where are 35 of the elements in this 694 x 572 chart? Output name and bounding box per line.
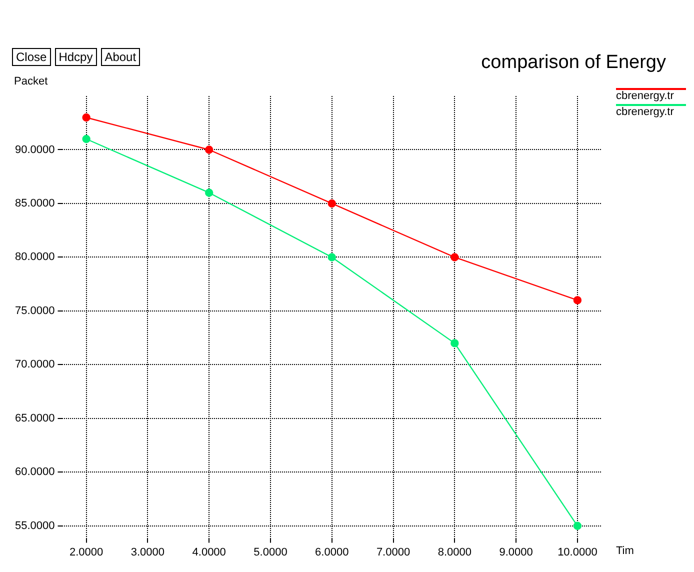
chart-title: comparison of Energy bbox=[481, 52, 666, 74]
x-tick-label: 4.0000 bbox=[192, 546, 226, 558]
point bbox=[205, 146, 214, 154]
point bbox=[450, 253, 459, 262]
y-tick-label: 90.0000 bbox=[14, 144, 55, 156]
y-tick-label: 85.0000 bbox=[14, 198, 55, 210]
text: Close bbox=[12, 48, 51, 66]
x-tick-label: 9.0000 bbox=[499, 546, 533, 558]
text: About bbox=[100, 48, 140, 66]
y-tick-label: 60.0000 bbox=[14, 466, 55, 478]
y-tick-label: 75.0000 bbox=[14, 304, 55, 317]
point bbox=[573, 296, 582, 304]
point bbox=[82, 113, 90, 122]
point bbox=[328, 199, 336, 208]
x-tick-label: 3.0000 bbox=[130, 546, 165, 558]
point bbox=[573, 522, 582, 530]
text: cbrenergy.tr bbox=[616, 90, 675, 102]
y-tick-label: 70.0000 bbox=[14, 358, 55, 371]
x-tick-label: 2.0000 bbox=[69, 546, 104, 558]
y-axis-title: Packet bbox=[14, 76, 48, 88]
y-tick-label: 55.0000 bbox=[14, 520, 55, 532]
x-tick-label: 7.0000 bbox=[376, 546, 410, 558]
y-tick-label: 65.0000 bbox=[14, 412, 55, 424]
point bbox=[450, 339, 459, 348]
x-tick-label: 8.0000 bbox=[438, 546, 472, 558]
point bbox=[82, 134, 90, 144]
point bbox=[328, 253, 336, 262]
point bbox=[205, 188, 214, 197]
y-tick-label: 80.0000 bbox=[14, 251, 55, 264]
text: Hdcpy bbox=[54, 48, 97, 66]
text: cbrenergy.tr bbox=[616, 106, 675, 118]
x-tick-label: 10.0000 bbox=[558, 546, 598, 558]
x-axis-title: Tim bbox=[616, 544, 634, 557]
x-tick-label: 5.0000 bbox=[254, 546, 288, 558]
x-tick-label: 6.0000 bbox=[315, 546, 349, 558]
